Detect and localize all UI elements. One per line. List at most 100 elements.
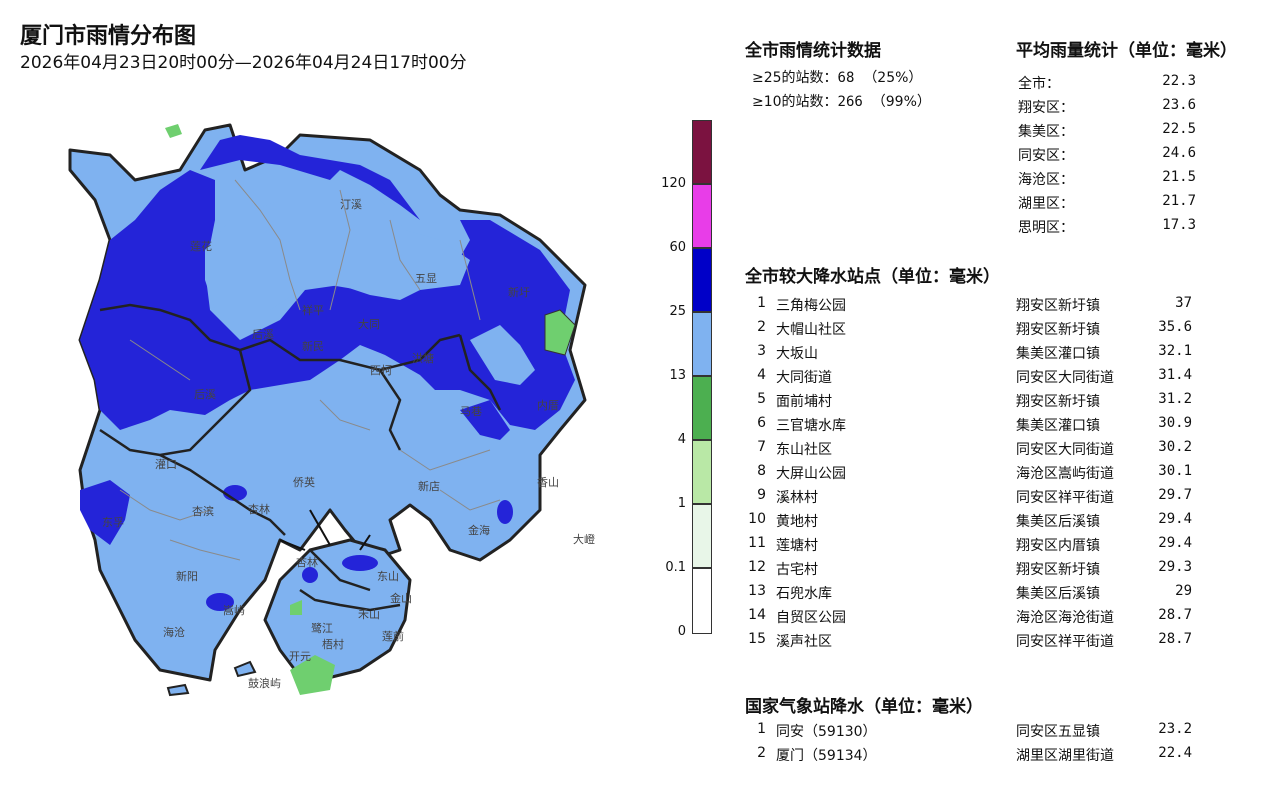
station-rainfall-value: 28.7 [1158,607,1192,623]
avg-title: 平均雨量统计（单位：毫米） [1016,41,1237,61]
place-label: 杏林 [296,555,318,569]
heavy-rain-spot [206,593,234,611]
place-label: 祥平 [302,303,324,317]
row-index: 6 [757,415,766,431]
place-label: 大嶝 [573,532,595,546]
moderate-rain-region [470,325,535,385]
heavy-rain-east-region [460,400,510,440]
stats-row: ≥25的站数：68 （25%） [752,67,922,87]
place-label: 新民 [302,339,324,353]
station-name: 东山社区 [776,442,832,458]
heavy-rain-spot [342,555,378,571]
station-location: 同安区祥平街道 [1016,634,1114,650]
avg-district-value: 17.3 [1162,217,1196,233]
station-location: 翔安区新圩镇 [1016,322,1100,338]
place-label: 新圩 [508,285,530,299]
light-rain-region [290,600,302,615]
place-label: 内厝 [537,398,559,412]
station-name: 三角梅公园 [776,298,846,314]
station-name: 黄地村 [776,514,818,530]
stats-label: ≥25的站数： [752,70,838,86]
place-label: 侨英 [293,475,315,489]
place-label: 金山 [390,591,412,605]
avg-district-name: 全市： [1018,76,1060,92]
place-label: 汀溪 [340,198,362,211]
station-rainfall-value: 29.7 [1158,487,1192,503]
legend-swatch-13-25 [692,312,712,376]
legend-swatch-1-4 [692,440,712,504]
station-location: 同安区大同街道 [1016,370,1114,386]
heavy-rain-spot [302,567,318,583]
station-name: 大同街道 [776,370,832,386]
legend-swatch-25-60 [692,248,712,312]
national-title: 国家气象站降水（单位：毫米） [745,697,983,717]
station-location: 同安区五显镇 [1016,724,1100,740]
row-index: 14 [748,607,766,623]
island-region [166,683,190,697]
xiamen-island-region [263,538,412,682]
place-label: 莲前 [382,629,404,643]
legend-tick: 25 [669,304,686,319]
station-name: 厦门（59134） [776,748,877,764]
place-label: 莲花 [190,240,212,253]
legend-swatch-0-0.1 [692,568,712,634]
place-label: 洪塘 [412,351,434,365]
row-index: 3 [757,343,766,359]
station-rainfall-value: 23.2 [1158,721,1192,737]
station-rainfall-value: 30.2 [1158,439,1192,455]
place-label: 灌口 [155,458,177,471]
place-label: 东山 [377,570,399,583]
place-label: 开元 [289,650,311,663]
stats-label: ≥10的站数： [752,94,838,110]
district-boundaries [99,303,502,612]
light-rain-region [544,309,576,356]
place-label: 杏林 [248,502,270,516]
station-location: 翔安区新圩镇 [1016,562,1100,578]
station-rainfall-value: 30.9 [1158,415,1192,431]
station-name: 三官塘水库 [776,418,846,434]
station-name: 大坂山 [776,346,818,362]
avg-district-name: 湖里区： [1018,196,1074,212]
place-label: 禾山 [358,608,380,621]
station-rainfall-value: 29.3 [1158,559,1192,575]
station-name: 溪林村 [776,490,818,506]
avg-district-name: 集美区： [1018,124,1074,140]
station-name: 大屏山公园 [776,466,846,482]
station-name: 大帽山社区 [776,322,846,338]
station-location: 集美区灌口镇 [1016,346,1100,362]
row-index: 7 [757,439,766,455]
legend-swatch-120-plus [692,120,712,184]
legend-swatch-0.1-1 [692,504,712,568]
station-name: 面前埔村 [776,394,832,410]
row-index: 2 [757,745,766,761]
station-location: 湖里区湖里街道 [1016,748,1114,764]
station-location: 海沧区嵩屿街道 [1016,466,1114,482]
place-label: 西柯 [370,364,392,377]
station-name: 古宅村 [776,562,818,578]
avg-district-name: 海沧区： [1018,172,1074,188]
legend-tick: 0 [677,624,686,639]
place-label: 后溪 [252,328,274,341]
row-index: 10 [748,511,766,527]
place-label: 大同 [358,317,380,331]
station-rainfall-value: 35.6 [1158,319,1192,335]
station-location: 同安区大同街道 [1016,442,1114,458]
row-index: 12 [748,559,766,575]
legend-swatch-4-13 [692,376,712,440]
light-rain-region [165,124,182,138]
island-region [233,660,257,678]
station-rainfall-value: 32.1 [1158,343,1192,359]
avg-district-name: 同安区： [1018,148,1074,164]
place-label: 马巷 [460,405,482,418]
place-label: 鹭江 [311,621,333,635]
avg-district-value: 24.6 [1162,145,1196,161]
station-name: 同安（59130） [776,724,877,740]
row-index: 11 [748,535,766,551]
place-label: 杏滨 [192,504,214,518]
station-name: 莲塘村 [776,538,818,554]
place-label: 嵩屿 [223,604,245,617]
avg-district-value: 22.5 [1162,121,1196,137]
town-boundaries [119,179,501,561]
station-location: 集美区后溪镇 [1016,514,1100,530]
station-location: 海沧区海沧街道 [1016,610,1114,626]
